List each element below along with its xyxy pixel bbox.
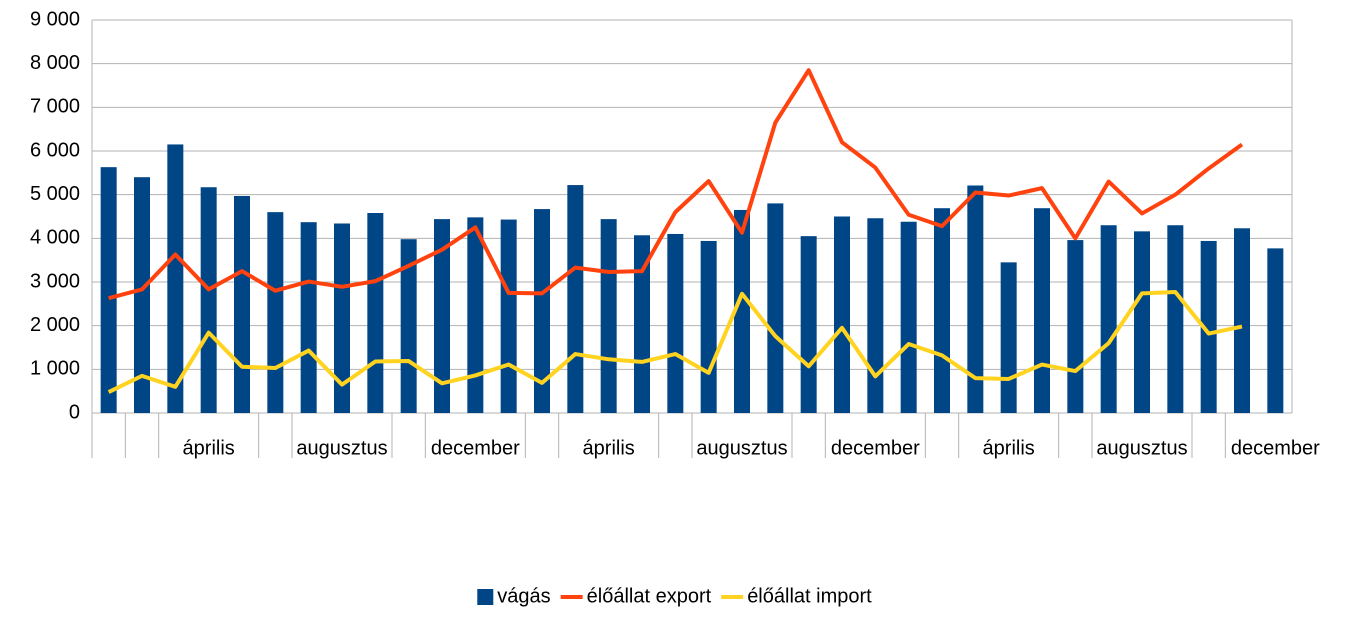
x-tick-label: augusztus bbox=[1096, 437, 1187, 459]
y-tick-label: 0 bbox=[69, 401, 80, 423]
x-tick-label: december bbox=[1231, 437, 1320, 459]
bar bbox=[1167, 225, 1184, 413]
bar bbox=[300, 222, 317, 413]
bar bbox=[634, 235, 650, 413]
bar bbox=[700, 240, 717, 413]
x-tick-label: április bbox=[983, 437, 1035, 459]
x-tick-label: április bbox=[183, 437, 235, 459]
line bbox=[108, 68, 1244, 301]
bar bbox=[1000, 262, 1017, 413]
bar bbox=[100, 167, 117, 413]
y-tick-label: 5 000 bbox=[30, 183, 80, 205]
bar bbox=[567, 185, 584, 413]
x-tick-label: december bbox=[431, 437, 520, 459]
bar bbox=[500, 219, 517, 413]
y-tick-label: 9 000 bbox=[30, 8, 80, 30]
y-tick-label: 2 000 bbox=[30, 314, 80, 336]
bar bbox=[934, 208, 950, 413]
bar bbox=[367, 213, 384, 413]
x-tick-label: augusztus bbox=[296, 437, 387, 459]
bar bbox=[967, 185, 984, 413]
bar bbox=[234, 195, 250, 413]
x-tick-label: augusztus bbox=[696, 437, 787, 459]
line bbox=[107, 290, 1243, 394]
bar bbox=[434, 219, 450, 413]
bar bbox=[800, 236, 817, 413]
y-tick-label: 8 000 bbox=[30, 52, 80, 74]
bar bbox=[267, 212, 284, 413]
y-tick-label: 4 000 bbox=[30, 227, 80, 249]
bar bbox=[167, 144, 184, 413]
y-tick-label: 3 000 bbox=[30, 270, 80, 292]
bar bbox=[734, 209, 750, 413]
bar bbox=[1134, 231, 1150, 413]
bar bbox=[767, 203, 784, 413]
bar bbox=[134, 177, 150, 413]
legend-label: élőállat export bbox=[587, 585, 712, 607]
bar bbox=[1200, 240, 1217, 413]
y-tick-label: 7 000 bbox=[30, 96, 80, 118]
x-tick-label: április bbox=[583, 437, 635, 459]
bar bbox=[1100, 225, 1117, 413]
bar bbox=[200, 187, 217, 413]
legend-swatch bbox=[477, 589, 494, 605]
bar bbox=[534, 209, 550, 413]
bar bbox=[867, 218, 884, 413]
bar bbox=[900, 221, 917, 413]
x-tick-label: december bbox=[831, 437, 920, 459]
bar bbox=[834, 216, 850, 413]
y-tick-label: 6 000 bbox=[30, 139, 80, 161]
bar bbox=[400, 239, 417, 413]
legend-label: vágás bbox=[497, 585, 550, 607]
y-tick-label: 1 000 bbox=[30, 358, 80, 380]
bar bbox=[334, 223, 350, 413]
bar bbox=[1234, 228, 1250, 413]
legend-label: élőállat import bbox=[747, 585, 872, 607]
bar bbox=[1067, 240, 1084, 413]
bar bbox=[600, 219, 617, 413]
bar bbox=[1267, 248, 1284, 413]
bar bbox=[467, 217, 484, 413]
bar bbox=[667, 233, 684, 413]
bar bbox=[1034, 208, 1050, 413]
